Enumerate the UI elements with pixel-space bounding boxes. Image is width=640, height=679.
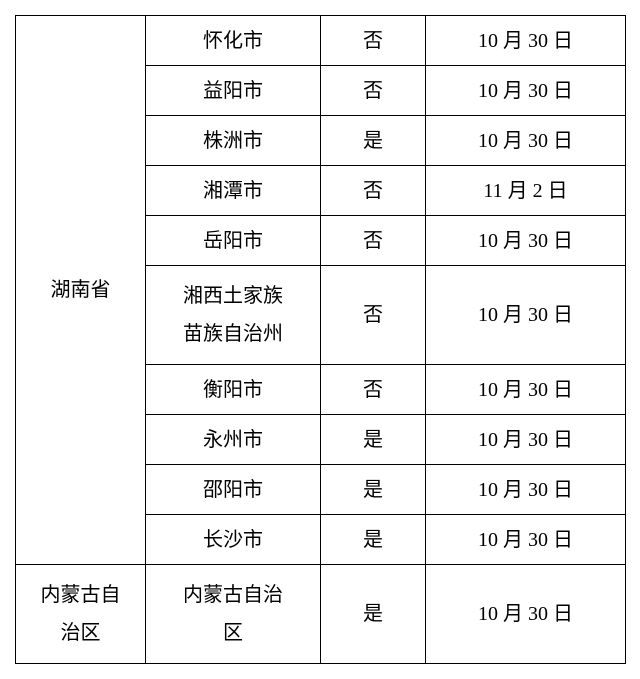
city-cell: 湘潭市 xyxy=(146,166,321,216)
city-cell: 邵阳市 xyxy=(146,465,321,515)
province-cell: 湖南省 xyxy=(16,16,146,565)
yesno-cell: 是 xyxy=(321,465,426,515)
yesno-cell: 否 xyxy=(321,216,426,266)
city-cell: 株洲市 xyxy=(146,116,321,166)
date-cell: 10 月 30 日 xyxy=(426,216,626,266)
yesno-cell: 是 xyxy=(321,565,426,664)
table-row: 内蒙古自 治区 内蒙古自治 区 是 10 月 30 日 xyxy=(16,565,626,664)
city-line1: 内蒙古自治 xyxy=(183,584,283,606)
yesno-cell: 是 xyxy=(321,116,426,166)
yesno-cell: 是 xyxy=(321,515,426,565)
yesno-cell: 否 xyxy=(321,166,426,216)
yesno-cell: 否 xyxy=(321,365,426,415)
date-cell: 10 月 30 日 xyxy=(426,365,626,415)
date-cell: 10 月 30 日 xyxy=(426,266,626,365)
city-line2: 苗族自治州 xyxy=(183,323,283,345)
date-cell: 10 月 30 日 xyxy=(426,116,626,166)
province-line2: 治区 xyxy=(61,622,101,644)
city-cell: 岳阳市 xyxy=(146,216,321,266)
city-cell: 长沙市 xyxy=(146,515,321,565)
city-line1: 湘西土家族 xyxy=(183,285,283,307)
date-cell: 10 月 30 日 xyxy=(426,565,626,664)
date-cell: 11 月 2 日 xyxy=(426,166,626,216)
city-cell: 衡阳市 xyxy=(146,365,321,415)
date-cell: 10 月 30 日 xyxy=(426,465,626,515)
city-cell: 益阳市 xyxy=(146,66,321,116)
city-cell: 内蒙古自治 区 xyxy=(146,565,321,664)
city-cell: 怀化市 xyxy=(146,16,321,66)
data-table: 湖南省 怀化市 否 10 月 30 日 益阳市 否 10 月 30 日 株洲市 … xyxy=(15,15,626,664)
date-cell: 10 月 30 日 xyxy=(426,415,626,465)
date-cell: 10 月 30 日 xyxy=(426,16,626,66)
yesno-cell: 否 xyxy=(321,66,426,116)
yesno-cell: 否 xyxy=(321,266,426,365)
date-cell: 10 月 30 日 xyxy=(426,66,626,116)
yesno-cell: 是 xyxy=(321,415,426,465)
province-cell: 内蒙古自 治区 xyxy=(16,565,146,664)
city-cell: 永州市 xyxy=(146,415,321,465)
yesno-cell: 否 xyxy=(321,16,426,66)
table-row: 湖南省 怀化市 否 10 月 30 日 xyxy=(16,16,626,66)
city-cell: 湘西土家族 苗族自治州 xyxy=(146,266,321,365)
date-cell: 10 月 30 日 xyxy=(426,515,626,565)
province-line1: 内蒙古自 xyxy=(41,584,121,606)
city-line2: 区 xyxy=(223,622,243,644)
